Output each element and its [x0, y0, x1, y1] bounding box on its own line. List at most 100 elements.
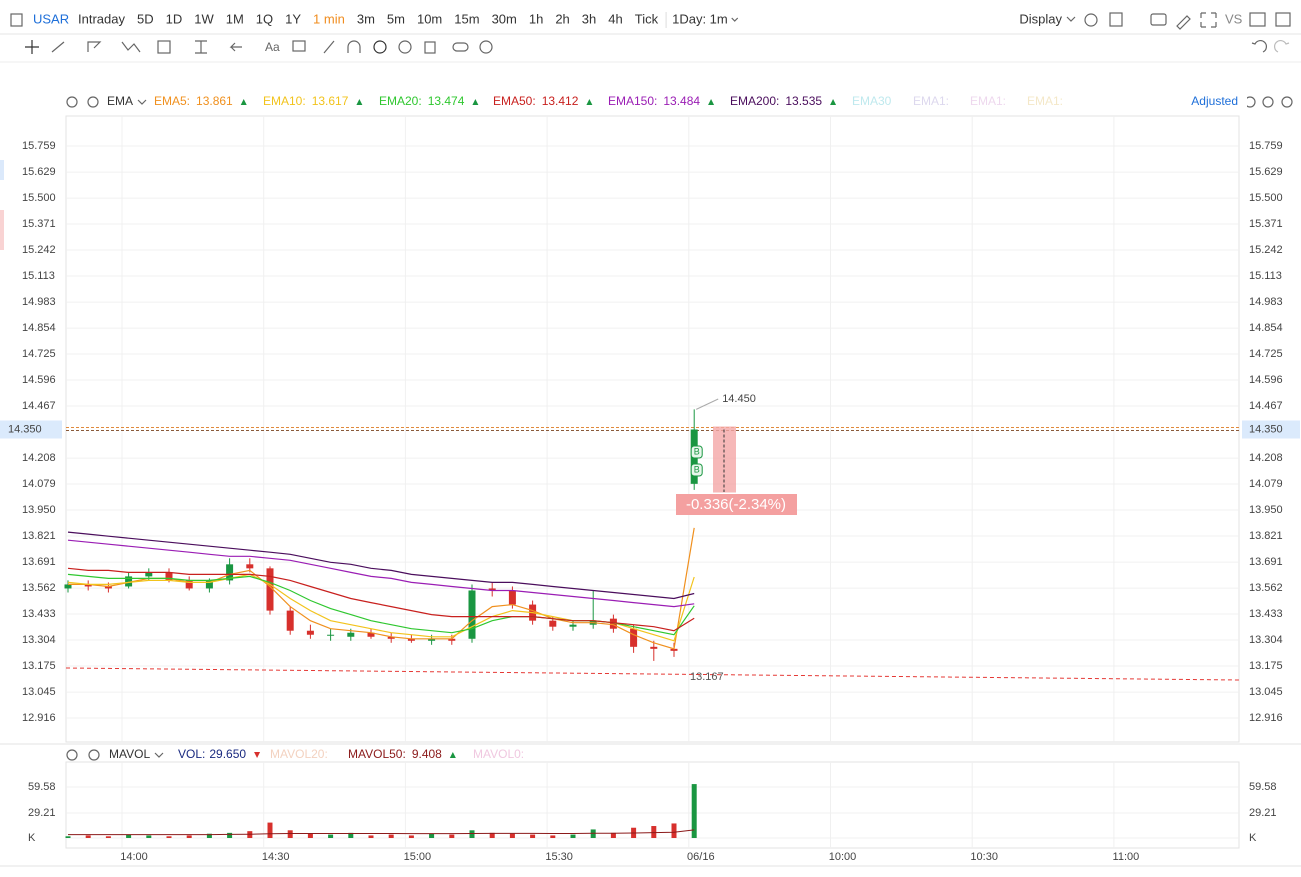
period-button[interactable]: Tick — [635, 11, 659, 26]
y-tick-label: K — [28, 832, 36, 844]
display-menu[interactable]: Display — [1019, 11, 1062, 26]
layout-icon[interactable] — [1109, 12, 1123, 27]
legend-name[interactable]: EMA50: — [493, 94, 536, 108]
volume-bar — [691, 784, 697, 838]
volume-bar — [85, 835, 91, 838]
brush-tool[interactable] — [323, 40, 335, 54]
legend-inactive[interactable]: EMA30 — [852, 94, 892, 108]
period-button[interactable]: 10m — [417, 11, 442, 26]
period-button[interactable]: 1 min — [313, 11, 345, 26]
indicator-settings[interactable] — [66, 96, 78, 108]
period-button[interactable]: 1W — [194, 11, 214, 26]
y-tick-label: 13.433 — [1249, 608, 1283, 620]
legend-value: 13.861 — [196, 94, 233, 108]
period-button[interactable]: 3h — [582, 11, 596, 26]
magnet-tool[interactable] — [347, 40, 361, 53]
legend-name[interactable]: EMA20: — [379, 94, 422, 108]
tool-settings[interactable] — [479, 40, 493, 54]
volume-bar — [307, 833, 313, 838]
candle-body — [488, 588, 496, 591]
symbol[interactable]: USAR — [33, 11, 69, 26]
indicator-name[interactable]: MAVOL — [109, 747, 150, 761]
fullscreen-icon[interactable] — [1200, 12, 1217, 28]
delete-tool[interactable] — [424, 41, 436, 54]
candle-body — [549, 620, 557, 627]
legend-name[interactable]: EMA10: — [263, 94, 306, 108]
price-tag-label: 14.350 — [1249, 423, 1283, 435]
undo[interactable] — [1251, 40, 1267, 53]
hide-tool[interactable] — [398, 40, 412, 54]
link-tool[interactable] — [452, 42, 469, 52]
line-tool[interactable] — [51, 41, 65, 53]
pen-icon[interactable] — [1176, 15, 1191, 30]
mavol-line — [68, 829, 695, 836]
period-button[interactable]: 1Y — [285, 11, 301, 26]
text-tool[interactable]: Aa — [265, 40, 280, 54]
indicator-settings[interactable] — [66, 749, 78, 761]
period-button[interactable]: 5D — [137, 11, 154, 26]
lock-tool[interactable] — [373, 40, 387, 54]
legend-inactive[interactable]: MAVOL0: — [473, 747, 524, 761]
legend-inactive[interactable]: EMA1: — [913, 94, 949, 108]
panel-icon[interactable] — [1275, 12, 1291, 27]
period-button[interactable]: 1h — [529, 11, 543, 26]
period-button[interactable]: 4h — [608, 11, 622, 26]
legend-inactive[interactable]: EMA1: — [1027, 94, 1063, 108]
fib-tool[interactable] — [157, 40, 171, 54]
volume-bar — [186, 835, 192, 838]
channel-tool[interactable] — [87, 41, 102, 52]
legend-name[interactable]: VOL: — [178, 747, 205, 761]
move-tool[interactable] — [25, 40, 39, 54]
volume-pane — [65, 761, 1240, 849]
price-tag — [0, 420, 62, 439]
period-button[interactable]: 1D — [166, 11, 183, 26]
period-button[interactable]: 30m — [492, 11, 517, 26]
indicator-name[interactable]: EMA — [107, 94, 133, 108]
period-button[interactable]: 3m — [357, 11, 375, 26]
sidebar-icon[interactable] — [10, 13, 23, 27]
indicator-close[interactable] — [87, 96, 99, 108]
caret — [137, 99, 147, 105]
x-tick-label: 10:30 — [970, 851, 998, 863]
pane-minimize[interactable] — [1262, 96, 1274, 108]
x-tick-label: 06/16 — [687, 851, 715, 863]
measure-tool[interactable] — [195, 40, 207, 54]
pane-add[interactable] — [1281, 96, 1293, 108]
redo[interactable] — [1274, 40, 1290, 53]
volume-bar — [671, 823, 677, 838]
legend-name[interactable]: MAVOL50: — [348, 747, 406, 761]
period-button[interactable]: 5m — [387, 11, 405, 26]
pattern-tool[interactable] — [121, 41, 141, 53]
y-tick-label: 59.58 — [1249, 781, 1277, 793]
arrow-tool[interactable] — [229, 42, 242, 52]
period-button[interactable]: 1M — [226, 11, 244, 26]
legend-value: 13.535 — [785, 94, 822, 108]
legend-name[interactable]: EMA150: — [608, 94, 657, 108]
period-button[interactable]: Intraday — [78, 11, 125, 26]
legend-inactive[interactable]: MAVOL20: — [270, 747, 328, 761]
book-icon[interactable] — [1249, 12, 1266, 27]
candle-body — [569, 624, 577, 627]
interval-select[interactable]: 1Day: 1m — [672, 11, 728, 26]
settings-icon[interactable] — [1084, 13, 1098, 27]
legend-name[interactable]: EMA200: — [730, 94, 779, 108]
period-button[interactable]: 1Q — [256, 11, 273, 26]
period-button[interactable]: 15m — [454, 11, 479, 26]
legend-name[interactable]: EMA5: — [154, 94, 190, 108]
period-button[interactable]: 2h — [555, 11, 569, 26]
note-tool[interactable] — [292, 40, 306, 52]
plot — [64, 409, 1240, 838]
adjust-mode[interactable]: Adjusted — [1191, 94, 1238, 108]
candle-body — [306, 630, 314, 635]
compare-button[interactable]: VS — [1225, 11, 1243, 26]
y-tick-label: 13.691 — [1249, 556, 1283, 568]
y-tick-label: 15.629 — [22, 166, 56, 178]
volume-bar — [368, 835, 374, 838]
y-tick-label: 13.821 — [22, 530, 56, 542]
candle-body — [125, 576, 133, 587]
indicator-close[interactable] — [88, 749, 100, 761]
camera-icon[interactable] — [1150, 13, 1167, 26]
legend-inactive[interactable]: EMA1: — [970, 94, 1006, 108]
